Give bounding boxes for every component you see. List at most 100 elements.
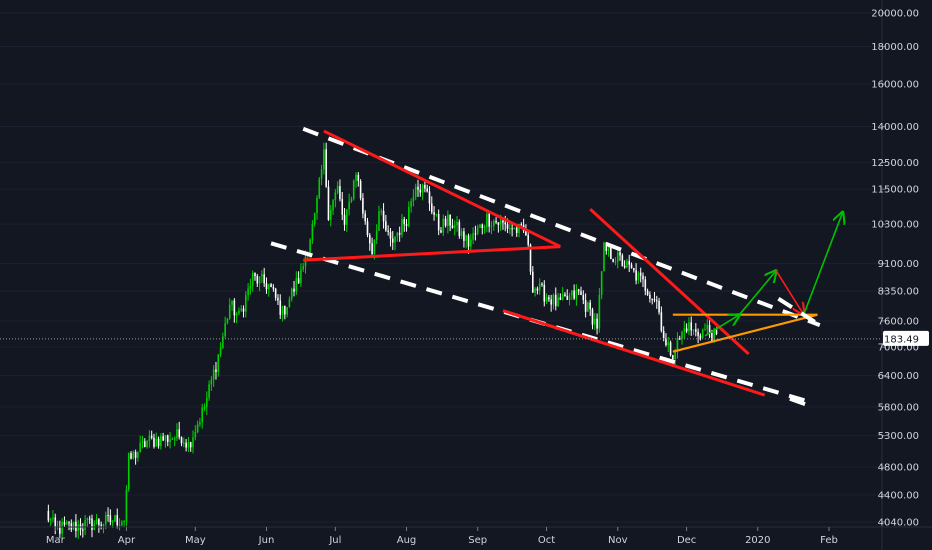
candle-body <box>419 189 422 193</box>
candle-body <box>405 224 408 226</box>
candle-body <box>254 273 256 277</box>
candle-body <box>327 186 330 221</box>
candle-body <box>667 342 670 346</box>
candle-body <box>566 296 569 300</box>
candle-body <box>635 270 637 281</box>
candle-body <box>224 323 226 337</box>
candle-body <box>628 261 631 265</box>
y-tick-label: 12500.00 <box>871 158 919 169</box>
candle-body <box>277 297 279 301</box>
candle-body <box>368 235 371 244</box>
candle-body <box>249 285 252 289</box>
candle-body <box>525 230 527 236</box>
candle-body <box>162 436 164 441</box>
candle-body <box>281 305 284 315</box>
candle-body <box>295 278 298 292</box>
candle-body <box>699 335 702 339</box>
candle-body <box>371 243 373 254</box>
candle-body <box>442 218 445 233</box>
projection-arrow <box>802 212 843 315</box>
time-axis[interactable]: Mar Apr May Jun Jul Aug Sep Oct Nov Dec 2020 Feb <box>0 526 932 546</box>
candle-body <box>217 354 220 372</box>
candle-body <box>644 279 647 291</box>
candle-body <box>532 271 534 293</box>
y-tick-label: 8350.00 <box>878 286 919 297</box>
candle-body <box>274 288 277 298</box>
candle-body <box>486 213 488 228</box>
candle-body <box>130 453 132 459</box>
candle-body <box>398 232 401 235</box>
y-tick-label: 6400.00 <box>878 371 919 382</box>
candle-body <box>166 435 169 442</box>
candle-body <box>520 224 523 226</box>
candle-body <box>490 225 493 227</box>
price-axis[interactable]: 4040.00 4400.00 4800.00 5300.00 5800.00 6400.… <box>871 0 919 550</box>
last-price-label: 7183.49 <box>878 334 919 345</box>
candle-body <box>511 228 513 230</box>
candle-body <box>362 198 364 214</box>
candle-body <box>47 510 50 521</box>
candle-body <box>325 149 327 187</box>
candle-body <box>323 149 325 170</box>
candle-body <box>387 230 389 232</box>
candle-body <box>515 227 518 233</box>
candle-body <box>382 210 385 222</box>
candle-body <box>334 192 337 201</box>
candle-body <box>621 255 624 267</box>
candle-body <box>685 328 688 332</box>
candle-body <box>82 529 84 531</box>
candle-body <box>428 191 431 204</box>
candle-body <box>430 203 433 213</box>
candle-body <box>300 269 302 284</box>
candle-body <box>183 442 185 444</box>
candle-body <box>610 246 612 260</box>
candle-body <box>205 397 208 408</box>
candle-body <box>637 272 640 281</box>
candle-body <box>509 228 511 230</box>
candle-body <box>155 438 158 447</box>
candle-body <box>391 238 394 243</box>
candle-body <box>385 221 387 231</box>
candle-body <box>72 521 75 530</box>
candle-body <box>290 288 293 299</box>
candle-body <box>364 213 366 222</box>
candle-body <box>589 302 591 310</box>
y-tick-label: 16000.00 <box>871 80 919 91</box>
candle-body <box>157 438 160 447</box>
x-tick-label: May <box>185 535 206 546</box>
candle-body <box>231 300 233 305</box>
candle-body <box>626 261 628 268</box>
candle-body <box>674 351 676 360</box>
candle-body <box>350 199 353 202</box>
candle-body <box>176 429 178 439</box>
candle-body <box>564 294 566 297</box>
candle-body <box>357 174 360 181</box>
candle-body <box>380 210 383 212</box>
x-tick-label: Jun <box>258 535 275 546</box>
candle-body <box>123 520 125 523</box>
x-tick-label: Oct <box>538 535 555 546</box>
candle-body <box>559 297 562 300</box>
candle-body <box>575 289 578 299</box>
candle-body <box>603 242 605 272</box>
candle-body <box>109 515 112 523</box>
candle-body <box>444 218 447 226</box>
candle-body <box>245 295 247 312</box>
candle-body <box>665 338 667 346</box>
candle-body <box>518 224 520 233</box>
candle-body <box>104 515 107 525</box>
candle-body <box>75 521 77 532</box>
candle-body <box>584 299 587 312</box>
candle-body <box>100 524 102 526</box>
candle-body <box>476 227 479 234</box>
candle-body <box>630 264 633 269</box>
candle-body <box>102 524 105 526</box>
candle-body <box>653 299 656 301</box>
candle-body <box>98 519 100 525</box>
candle-body <box>302 266 305 270</box>
candle-body <box>527 235 530 245</box>
candle-body <box>261 274 263 277</box>
candle-body <box>414 186 417 197</box>
candle-body <box>472 233 474 240</box>
